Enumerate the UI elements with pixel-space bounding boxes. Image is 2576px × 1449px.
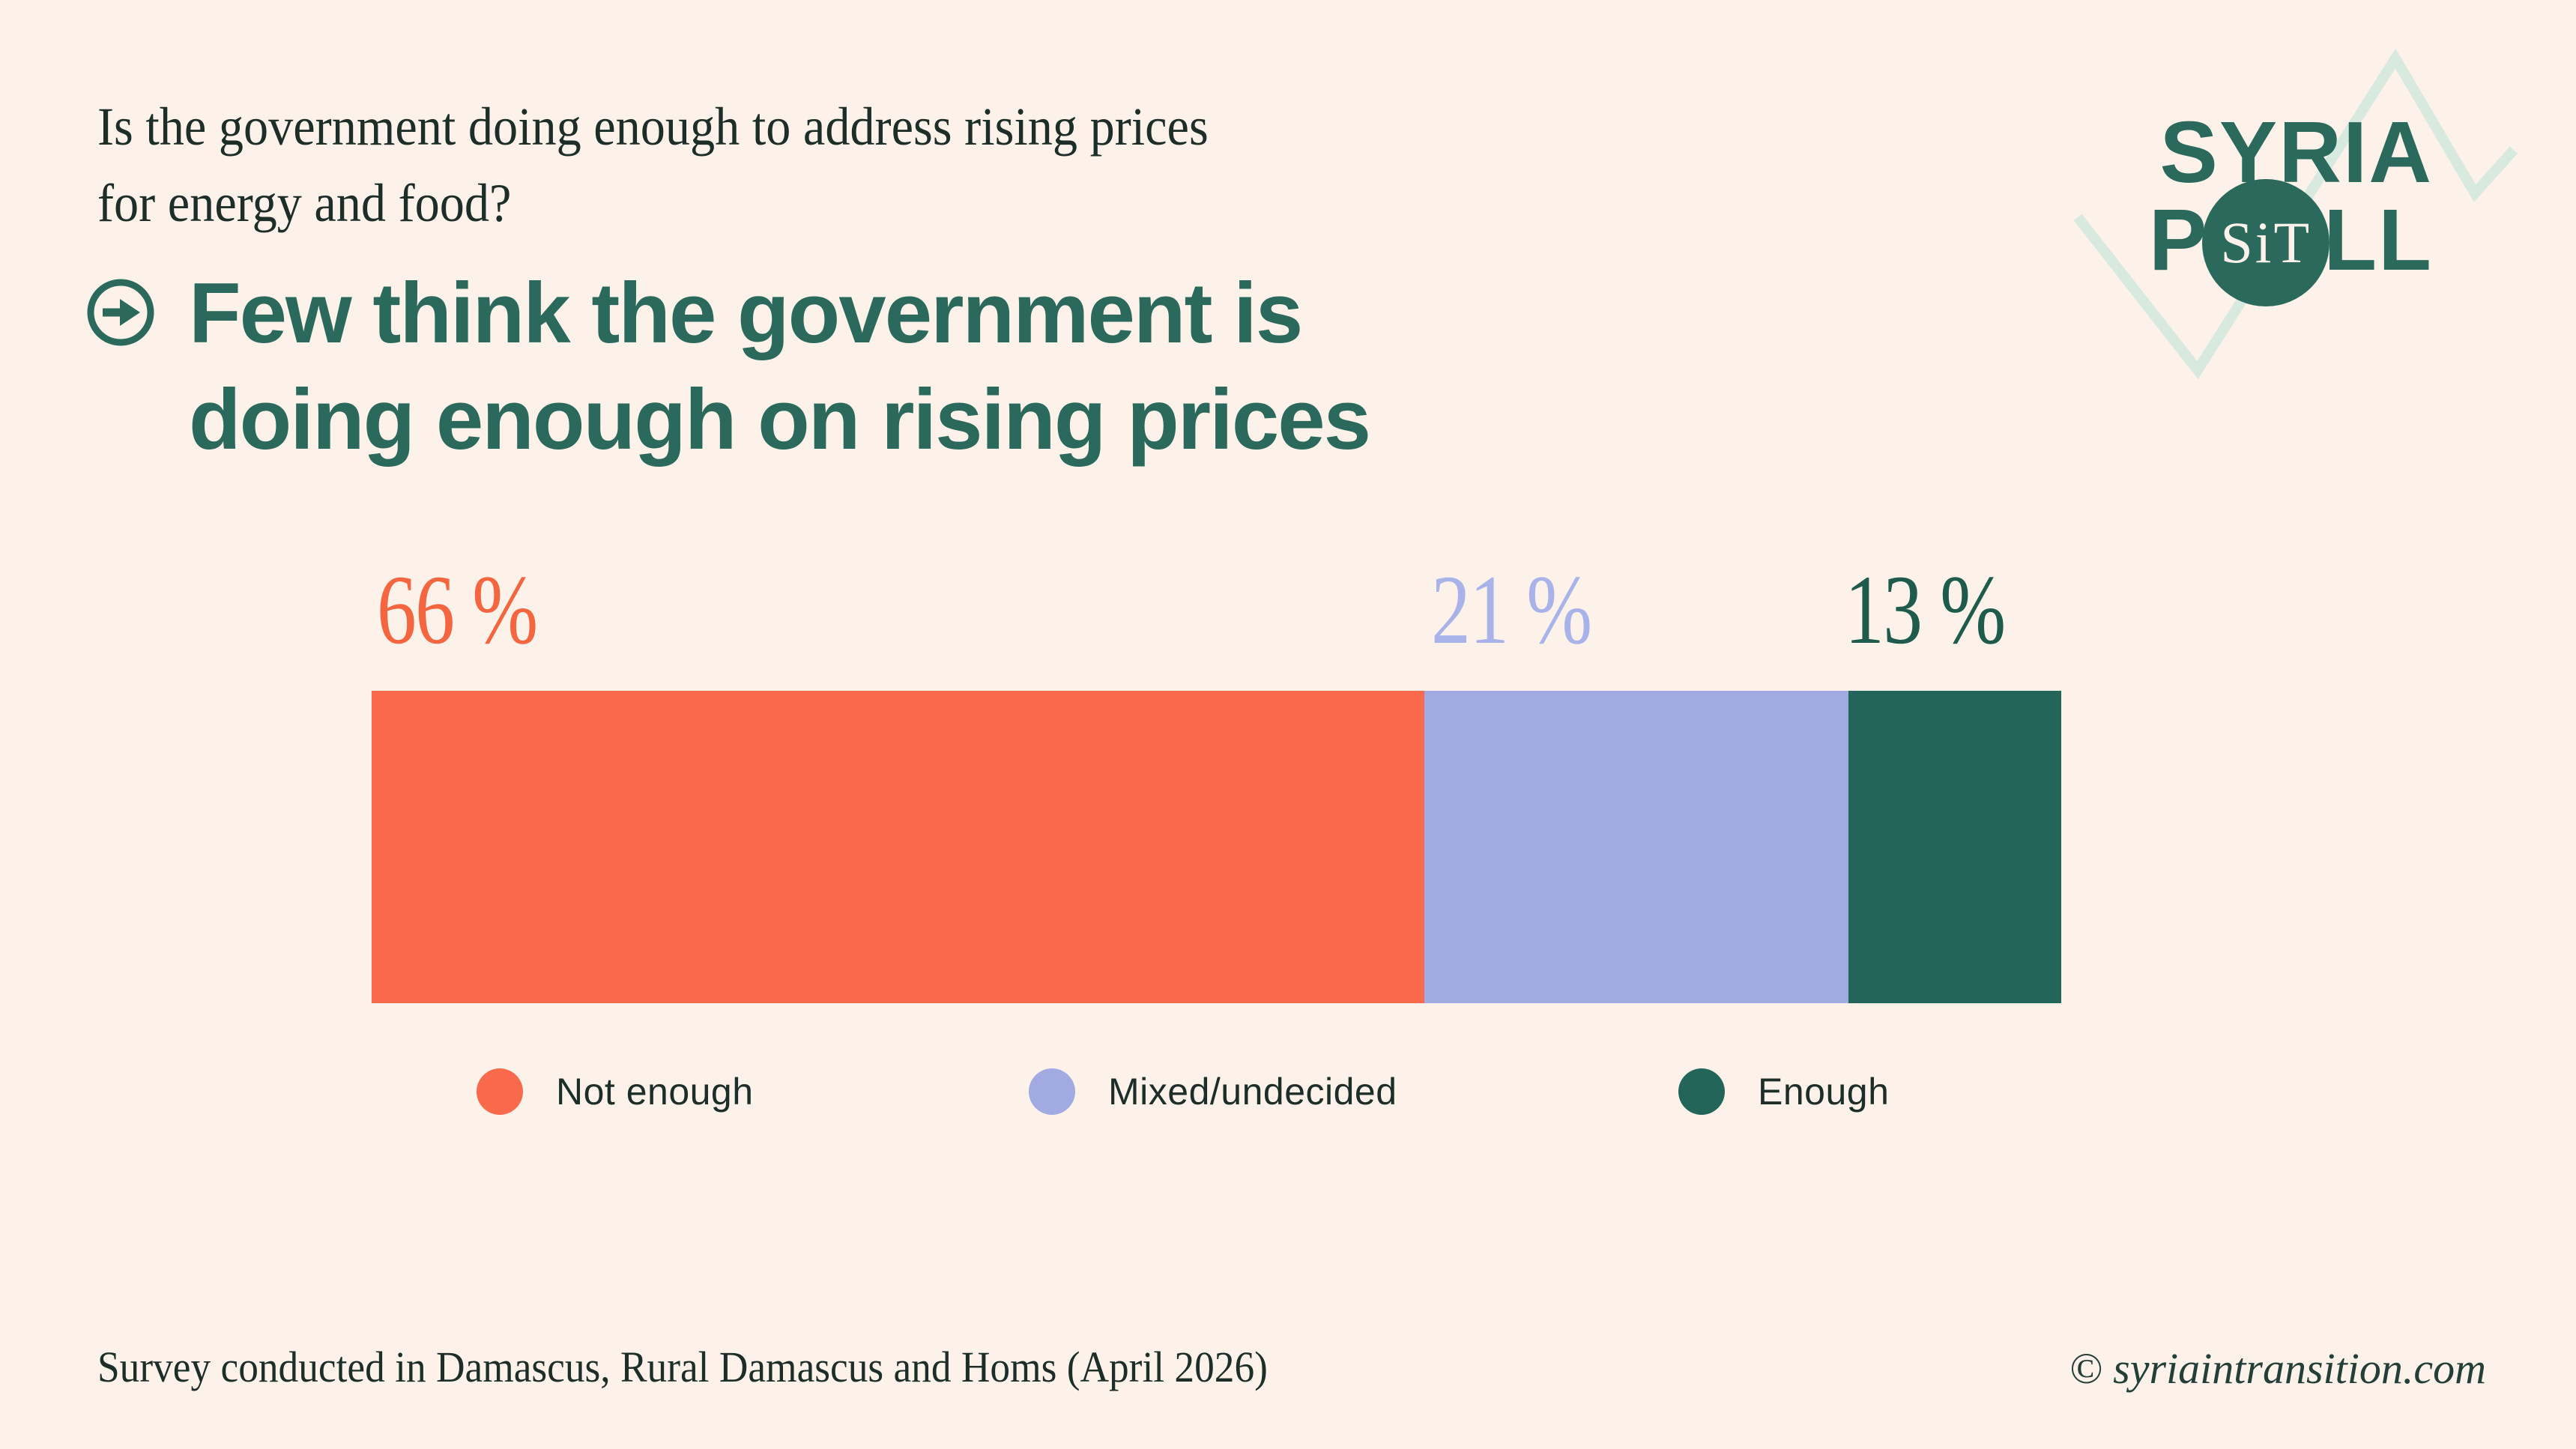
headline-line2: doing enough on rising prices xyxy=(189,372,1371,468)
legend-label: Mixed/undecided xyxy=(1108,1071,1397,1113)
legend-label: Not enough xyxy=(556,1071,754,1113)
legend-dot xyxy=(1678,1068,1725,1115)
legend-item: Enough xyxy=(1678,1068,1889,1115)
headline: Few think the government is doing enough… xyxy=(189,261,1371,474)
percent-label: 66 % xyxy=(377,554,538,665)
survey-note: Survey conducted in Damascus, Rural Dama… xyxy=(97,1343,1268,1391)
percent-label: 13 % xyxy=(1845,554,2006,665)
sit-badge-icon: SiT xyxy=(2202,179,2330,306)
legend-dot xyxy=(1029,1068,1075,1115)
syria-poll-logo: SYRIA P SiT LL xyxy=(2149,106,2433,307)
sit-badge-text: SiT xyxy=(2220,210,2312,275)
poll-question-line1: Is the government doing enough to addres… xyxy=(97,97,1209,157)
logo-line1: SYRIA xyxy=(2159,103,2433,201)
bar-segment xyxy=(372,691,1424,1003)
poll-question: Is the government doing enough to addres… xyxy=(97,88,1209,241)
circled-right-arrow-icon xyxy=(87,279,154,346)
legend-label: Enough xyxy=(1758,1071,1890,1113)
legend-item: Not enough xyxy=(477,1068,754,1115)
logo-line2: P SiT LL xyxy=(2149,178,2433,307)
bar-segment xyxy=(1424,691,1848,1003)
legend-dot xyxy=(477,1068,523,1115)
headline-line1: Few think the government is xyxy=(189,266,1303,361)
legend-item: Mixed/undecided xyxy=(1029,1068,1397,1115)
zigzag-line-decoration xyxy=(2073,48,2518,380)
poll-question-line2: for energy and food? xyxy=(97,173,512,233)
percent-label: 21 % xyxy=(1431,554,1592,665)
logo-letter-p: P xyxy=(2148,191,2209,288)
logo-letters-ll: LL xyxy=(2323,191,2433,288)
stacked-bar-chart xyxy=(372,691,2061,1003)
bar-segment xyxy=(1848,691,2061,1003)
copyright-note: © syriaintransition.com xyxy=(2069,1344,2486,1393)
